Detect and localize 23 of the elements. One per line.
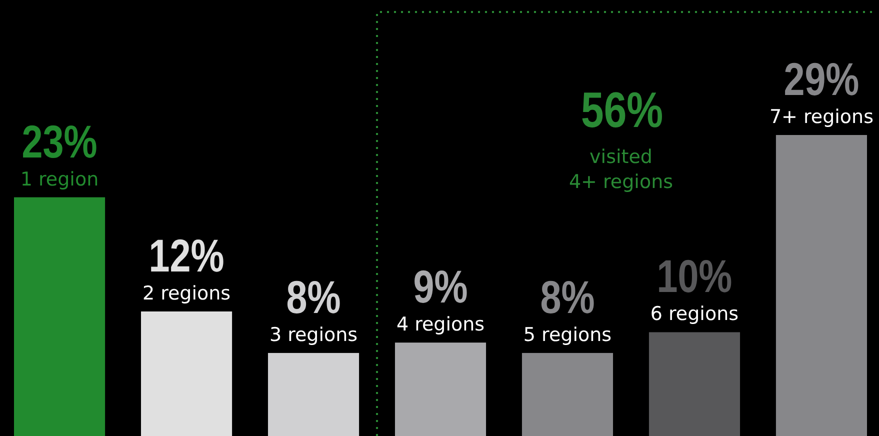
x-tick-label: 1 region xyxy=(20,168,99,190)
x-tick-label: 5 regions xyxy=(523,324,612,346)
data-label: 10% xyxy=(656,250,732,302)
data-label: 23% xyxy=(22,116,98,168)
data-label: 12% xyxy=(148,230,224,282)
bar xyxy=(394,342,486,436)
bar xyxy=(776,135,867,436)
bar xyxy=(140,311,232,436)
annotation: visited 4+ regions xyxy=(568,146,674,193)
x-tick-label: 4 regions xyxy=(396,314,485,336)
x-tick-label: 3 regions xyxy=(269,324,358,346)
bar xyxy=(648,332,740,436)
data-label: 9% xyxy=(413,261,468,312)
data-label: 8% xyxy=(540,271,595,323)
bar xyxy=(14,197,106,436)
bar xyxy=(268,352,360,436)
x-tick-label: 2 regions xyxy=(142,282,231,304)
data-label: 29% xyxy=(784,53,860,105)
bar xyxy=(522,352,614,436)
annotation: 56% xyxy=(581,82,664,138)
x-tick-label: 6 regions xyxy=(650,303,739,326)
data-label: 8% xyxy=(286,271,341,323)
x-tick-label: 7+ regions xyxy=(769,106,874,128)
